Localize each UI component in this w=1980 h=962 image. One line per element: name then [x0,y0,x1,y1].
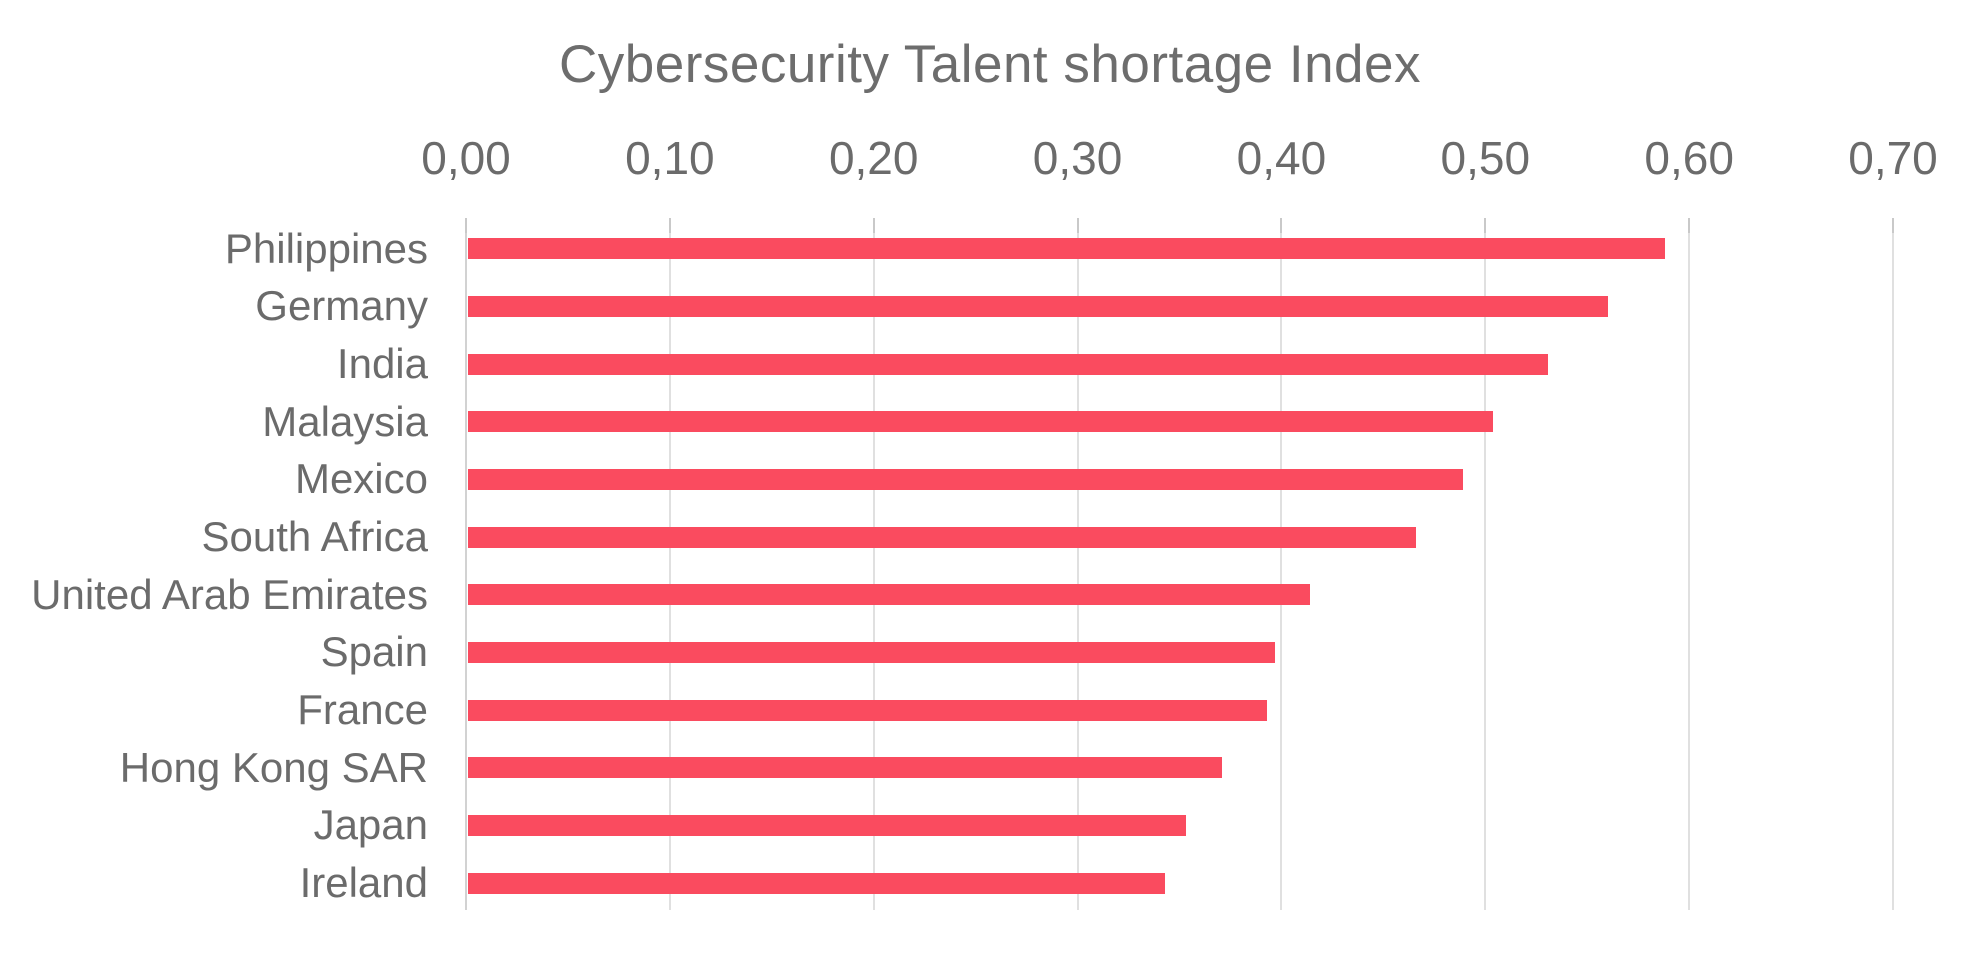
category-label: Philippines [224,224,428,272]
bar [468,872,1166,894]
gridline [1484,218,1487,910]
gridline [872,218,875,910]
bar [468,584,1310,606]
y-axis-line [465,218,467,910]
category-label: Malaysia [262,397,428,445]
bar [468,699,1268,721]
gridline [1280,218,1283,910]
x-axis-label: 0,40 [1236,132,1327,184]
x-axis-tick [1484,218,1487,233]
x-axis-tick [1280,218,1283,233]
category-label: South Africa [201,513,428,561]
category-label: Japan [313,801,428,849]
category-label: Germany [255,282,428,330]
x-axis-label: 0,60 [1644,132,1734,184]
category-label: Ireland [299,859,428,907]
chart-title: Cybersecurity Talent shortage Index [558,35,1422,94]
x-axis-tick [465,218,467,233]
category-label: Mexico [294,455,428,503]
category-label: Spain [320,628,428,676]
x-axis-label: 0,20 [828,132,919,184]
bar [468,815,1186,836]
x-axis-tick [668,218,671,233]
x-axis-label: 0,50 [1440,132,1531,184]
bar [468,296,1608,317]
gridline [1688,218,1691,910]
x-axis-label: 0,00 [421,132,511,184]
bar [468,526,1416,548]
gridline [1892,218,1894,910]
category-label: Hong Kong SAR [119,743,428,791]
gridline [668,218,671,910]
x-axis-tick [1688,218,1691,233]
x-axis-label: 0,70 [1848,132,1938,184]
x-axis-tick [872,218,875,233]
x-axis-label: 0,30 [1032,132,1123,184]
bar [468,411,1494,433]
category-label: United Arab Emirates [31,570,428,618]
category-label: India [336,340,428,388]
gridline [1076,218,1079,910]
x-axis-label: 0,10 [625,132,715,184]
category-label: France [297,686,428,734]
bar [468,353,1549,375]
bar [468,238,1665,260]
bar [468,469,1463,490]
x-axis-tick [1076,218,1079,233]
x-axis-tick [1892,218,1894,233]
bar [468,642,1276,663]
bar [468,757,1223,779]
